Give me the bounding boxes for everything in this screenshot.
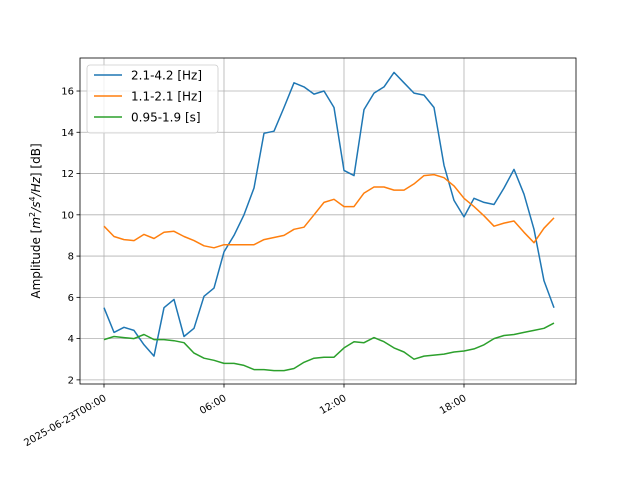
plot-area-frame (79, 57, 577, 385)
legend-label: 1.1-2.1 [Hz] (131, 90, 202, 104)
y-axis-ticks: 2 4 6 8 10 12 14 16 (61, 87, 80, 386)
y-tick-label: 14 (61, 128, 74, 139)
legend: 2.1-4.2 [Hz] 1.1-2.1 [Hz] 0.95-1.9 [s] (86, 64, 219, 134)
series-lines (103, 71, 555, 372)
series-line-3 (103, 322, 555, 372)
legend-box (86, 64, 219, 134)
x-tick-label: 12:00 (318, 393, 348, 417)
x-tick-label: 2025-06-23T00:00 (22, 393, 108, 449)
x-tick-label: 18:00 (438, 393, 468, 417)
y-tick-label: 2 (68, 375, 74, 386)
series-line-2 (103, 173, 555, 249)
legend-label: 0.95-1.9 [s] (131, 111, 201, 125)
y-tick-label: 4 (68, 334, 74, 345)
y-axis-label: Amplitude [m2/s4/Hz] [dB] (28, 143, 43, 298)
y-tick-label: 12 (61, 169, 74, 180)
y-tick-label: 8 (68, 252, 74, 263)
legend-label: 2.1-4.2 [Hz] (131, 69, 202, 83)
x-axis-ticks: 2025-06-23T00:00 06:00 12:00 18:00 (22, 384, 469, 449)
x-tick-label: 06:00 (198, 393, 228, 417)
y-tick-label: 16 (61, 87, 74, 98)
series-line-1 (103, 71, 555, 357)
y-tick-label: 10 (61, 210, 74, 221)
y-tick-label: 6 (68, 293, 74, 304)
